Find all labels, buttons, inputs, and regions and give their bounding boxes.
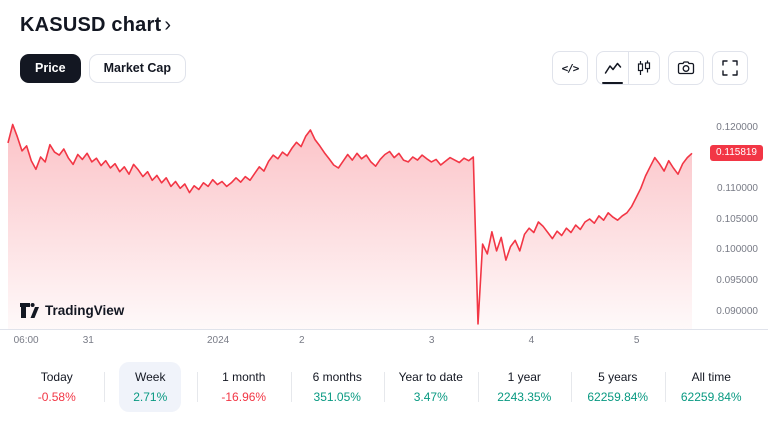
tradingview-logo-icon (20, 303, 39, 318)
fullscreen-icon (722, 60, 738, 76)
price-line (7, 123, 693, 325)
chart-toolbar: </> (552, 51, 748, 85)
chevron-right-icon: › (164, 13, 172, 36)
time-axis-label: 2024 (206, 335, 230, 346)
widget-header: KASUSD chart › (0, 0, 768, 37)
tradingview-logo-text: TradingView (45, 303, 125, 318)
time-axis-label: 3 (428, 335, 435, 346)
stat-inner: Year to date 3.47% (385, 362, 477, 412)
stat-inner: All time 62259.84% (667, 362, 756, 412)
time-axis-label: 4 (528, 335, 535, 346)
stat-label: 6 months (312, 370, 362, 384)
price-axis-label: 0.100000 (716, 244, 758, 256)
stat-6-months[interactable]: 6 months 351.05% (291, 362, 385, 412)
stat-label: 1 month (222, 370, 266, 384)
price-marketcap-toggle: Price Market Cap (20, 53, 186, 83)
tab-price[interactable]: Price (20, 53, 81, 83)
area-chart-icon (604, 62, 621, 74)
stat-value: 62259.84% (587, 390, 649, 404)
stat-1-year[interactable]: 1 year 2243.35% (478, 362, 572, 412)
chart-area[interactable]: 0.115819 TradingView 06:00 31 2024 2 3 4 5 0.1… (0, 103, 768, 350)
stat-value: 3.47% (413, 390, 448, 404)
chart-type-switch (596, 51, 660, 85)
time-axis-label: 06:00 (13, 335, 39, 346)
controls-row: Price Market Cap </> (0, 37, 768, 85)
stat-1-month[interactable]: 1 month -16.96% (197, 362, 291, 412)
stat-label: 1 year (507, 370, 541, 384)
stat-value: 2243.35% (497, 390, 552, 404)
stat-value: 62259.84% (680, 390, 742, 404)
page-title[interactable]: KASUSD chart › (20, 14, 171, 37)
tab-market-cap[interactable]: Market Cap (88, 53, 186, 83)
embed-code-button[interactable]: </> (552, 51, 588, 85)
symbol-title: KASUSD chart (20, 14, 162, 36)
snapshot-button[interactable] (668, 51, 704, 85)
candlestick-chart-icon (637, 60, 651, 75)
stat-label: Week (135, 370, 166, 384)
stat-label: 5 years (598, 370, 638, 384)
stat-today[interactable]: Today -0.58% (10, 362, 104, 412)
price-area-chart[interactable] (0, 103, 768, 330)
stat-week[interactable]: Week 2.71% (104, 362, 198, 412)
stat-value: 2.71% (133, 390, 168, 404)
price-axis-label: 0.105000 (716, 213, 758, 225)
price-axis-label: 0.110000 (717, 182, 758, 194)
price-axis-label: 0.120000 (716, 121, 758, 133)
performance-stats-row: Today -0.58% Week 2.71% 1 month -16.96% 6 mont… (10, 362, 758, 412)
stat-inner: 1 year 2243.35% (483, 362, 565, 412)
stat-year-to-date[interactable]: Year to date 3.47% (384, 362, 478, 412)
stat-label: All time (691, 370, 731, 384)
stat-value: 351.05% (313, 390, 361, 404)
stat-label: Year to date (398, 370, 463, 384)
stat-inner: 1 month -16.96% (207, 362, 280, 412)
stat-all-time[interactable]: All time 62259.84% (665, 362, 759, 412)
time-axis: 06:00 31 2024 2 3 4 5 (0, 330, 768, 350)
stat-inner: Today -0.58% (24, 362, 90, 412)
price-axis-label: 0.095000 (716, 274, 758, 286)
fullscreen-button[interactable] (712, 51, 748, 85)
current-price-badge: 0.115819 (710, 145, 763, 162)
time-axis-label: 31 (82, 335, 94, 346)
embed-code-icon: </> (561, 61, 580, 75)
tradingview-attribution[interactable]: TradingView (20, 303, 124, 318)
price-axis-label: 0.090000 (716, 305, 758, 317)
camera-icon (677, 61, 695, 75)
stat-value: -0.58% (37, 390, 76, 404)
time-axis-label: 2 (299, 335, 305, 346)
area-chart-button[interactable] (597, 52, 628, 84)
candlestick-chart-button[interactable] (628, 52, 659, 84)
stat-inner: Week 2.71% (119, 362, 182, 412)
stat-value: -16.96% (221, 390, 267, 404)
stat-label: Today (40, 370, 73, 384)
area-fill (8, 124, 692, 329)
time-axis-label: 5 (633, 335, 640, 346)
stat-5-years[interactable]: 5 years 62259.84% (571, 362, 665, 412)
stat-inner: 6 months 351.05% (299, 362, 376, 412)
stat-inner: 5 years 62259.84% (573, 362, 662, 412)
